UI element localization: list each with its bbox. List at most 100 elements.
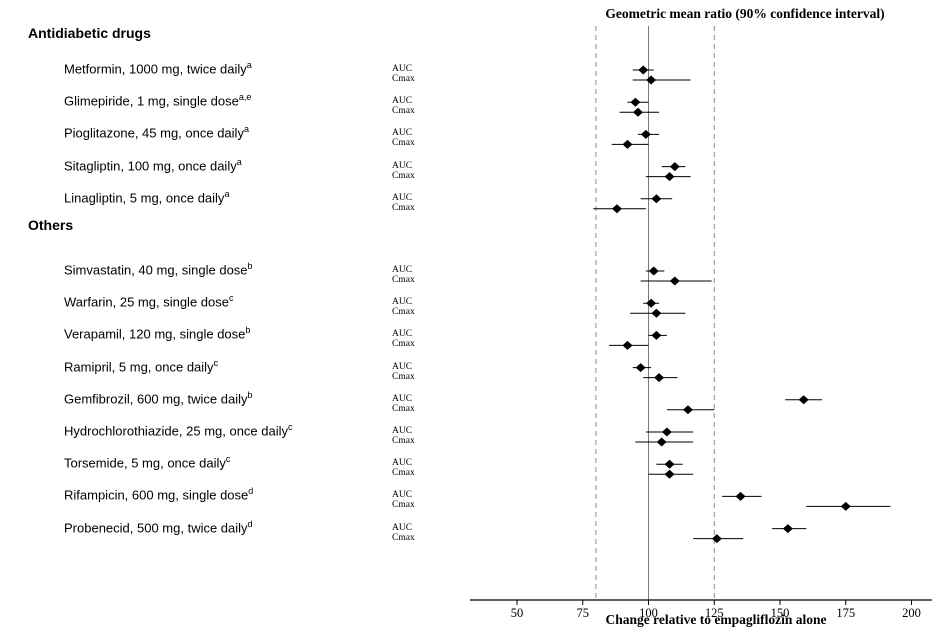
footnote-marker: a bbox=[236, 156, 242, 167]
metric-label-cmax: Cmax bbox=[392, 275, 415, 285]
metric-label-cmax: Cmax bbox=[392, 339, 415, 350]
footnote-marker: d bbox=[248, 486, 254, 497]
drug-label: Linagliptin, 5 mg, once dailya bbox=[64, 186, 229, 206]
metric-label-auc: AUC bbox=[392, 192, 413, 203]
metric-label-auc: AUC bbox=[392, 361, 413, 372]
drug-name: Glimepiride, 1 mg, single dose bbox=[64, 93, 239, 109]
drug-name: Torsemide, 5 mg, once daily bbox=[64, 455, 226, 471]
drug-label: Glimepiride, 1 mg, single dosea,e bbox=[64, 89, 251, 109]
gmr-diamond-auc bbox=[640, 129, 651, 139]
drug-label: Metformin, 1000 mg, twice dailya bbox=[64, 57, 252, 77]
drug-name: Verapamil, 120 mg, single dose bbox=[64, 326, 246, 342]
footnote-marker: a,e bbox=[238, 92, 252, 103]
gmr-diamond-auc bbox=[651, 194, 662, 204]
drug-name: Ramipril, 5 mg, once daily bbox=[64, 358, 214, 374]
gmr-diamond-auc bbox=[661, 427, 672, 437]
x-tick-label: 150 bbox=[771, 606, 790, 620]
drug-label: Hydrochlorothiazide, 25 mg, once dailyc bbox=[64, 419, 293, 439]
drug-label: Torsemide, 5 mg, once dailyc bbox=[64, 451, 230, 471]
gmr-diamond-cmax bbox=[656, 437, 667, 447]
metric-label-auc: AUC bbox=[392, 458, 413, 469]
x-tick-label: 175 bbox=[836, 606, 855, 620]
gmr-diamond-auc bbox=[648, 266, 659, 276]
drug-label: Probenecid, 500 mg, twice dailyd bbox=[64, 516, 253, 536]
drug-label: Pioglitazone, 45 mg, once dailya bbox=[64, 121, 249, 141]
drug-label: Rifampicin, 600 mg, single dosed bbox=[64, 483, 253, 503]
gmr-diamond-auc bbox=[664, 459, 675, 469]
gmr-diamond-auc bbox=[638, 65, 649, 75]
footnote-marker: c bbox=[288, 422, 293, 432]
drug-name: Warfarin, 25 mg, single dose bbox=[64, 294, 229, 310]
gmr-diamond-auc bbox=[635, 363, 646, 373]
metric-label-cmax: Cmax bbox=[392, 403, 415, 414]
footnote-marker: c bbox=[213, 357, 219, 368]
metric-label-auc: AUC bbox=[392, 329, 413, 340]
footnote-marker: b bbox=[245, 325, 251, 336]
drug-name: Probenecid, 500 mg, twice daily bbox=[64, 519, 248, 535]
gmr-diamond-cmax bbox=[611, 204, 622, 214]
metric-label-cmax: Cmax bbox=[392, 500, 415, 511]
metric-label-cmax: Cmax bbox=[392, 436, 415, 446]
gmr-diamond-cmax bbox=[669, 276, 680, 286]
drug-name: Pioglitazone, 45 mg, once daily bbox=[64, 125, 244, 141]
footnote-marker: c bbox=[225, 454, 231, 465]
metric-label-cmax: Cmax bbox=[392, 138, 415, 149]
footnote-marker: a bbox=[224, 188, 230, 199]
footnote-marker: d bbox=[247, 518, 253, 529]
drug-label: Warfarin, 25 mg, single dosec bbox=[64, 290, 233, 310]
gmr-diamond-auc bbox=[782, 524, 793, 534]
gmr-diamond-auc bbox=[651, 330, 662, 340]
metric-label-auc: AUC bbox=[392, 522, 413, 533]
drug-label: Ramipril, 5 mg, once dailyc bbox=[64, 355, 218, 375]
gmr-diamond-cmax bbox=[632, 107, 643, 117]
drug-name: Hydrochlorothiazide, 25 mg, once daily bbox=[64, 423, 289, 439]
metric-label-cmax: Cmax bbox=[392, 532, 415, 543]
gmr-diamond-cmax bbox=[646, 75, 657, 85]
drug-name: Metformin, 1000 mg, twice daily bbox=[64, 61, 247, 77]
chart-title: Geometric mean ratio (90% confidence int… bbox=[605, 6, 885, 21]
metric-label-auc: AUC bbox=[392, 426, 413, 436]
footnote-marker: a bbox=[243, 124, 249, 135]
drug-name: Rifampicin, 600 mg, single dose bbox=[64, 487, 249, 503]
drug-name: Linagliptin, 5 mg, once daily bbox=[64, 190, 225, 206]
x-tick-label: 75 bbox=[577, 606, 590, 620]
drug-name: Sitagliptin, 100 mg, once daily bbox=[64, 157, 237, 173]
metric-label-auc: AUC bbox=[392, 297, 413, 308]
gmr-diamond-cmax bbox=[622, 139, 633, 149]
gmr-diamond-cmax bbox=[664, 172, 675, 182]
x-tick-label: 125 bbox=[705, 606, 724, 620]
gmr-diamond-cmax bbox=[711, 534, 722, 544]
gmr-diamond-auc bbox=[735, 491, 746, 501]
footnote-marker: c bbox=[228, 293, 234, 304]
metric-label-cmax: Cmax bbox=[392, 307, 415, 318]
metric-label-auc: AUC bbox=[392, 160, 413, 171]
drug-label: Verapamil, 120 mg, single doseb bbox=[64, 322, 250, 342]
gmr-diamond-cmax bbox=[654, 373, 665, 383]
metric-label-cmax: Cmax bbox=[392, 74, 415, 84]
footnote-marker: b bbox=[247, 389, 253, 400]
gmr-diamond-cmax bbox=[840, 501, 851, 511]
metric-label-auc: AUC bbox=[392, 96, 413, 107]
gmr-diamond-cmax bbox=[622, 340, 633, 350]
metric-label-auc: AUC bbox=[392, 490, 413, 501]
metric-label-auc: AUC bbox=[392, 265, 413, 275]
footnote-marker: b bbox=[247, 261, 253, 271]
metric-label-auc: AUC bbox=[392, 128, 413, 139]
metric-label-cmax: Cmax bbox=[392, 468, 415, 479]
group-header: Others bbox=[28, 217, 74, 233]
footnote-marker: a bbox=[246, 60, 252, 70]
metric-label-cmax: Cmax bbox=[392, 170, 415, 181]
group-header: Antidiabetic drugs bbox=[28, 25, 151, 41]
drug-name: Gemfibrozil, 600 mg, twice daily bbox=[64, 391, 248, 407]
gmr-diamond-auc bbox=[798, 395, 809, 405]
drug-label: Simvastatin, 40 mg, single doseb bbox=[64, 258, 253, 278]
drug-name: Simvastatin, 40 mg, single dose bbox=[64, 262, 248, 278]
metric-label-cmax: Cmax bbox=[392, 371, 415, 382]
metric-label-auc: AUC bbox=[392, 64, 413, 74]
drug-label: Sitagliptin, 100 mg, once dailya bbox=[64, 154, 242, 174]
x-tick-label: 100 bbox=[639, 606, 658, 620]
gmr-diamond-auc bbox=[630, 97, 641, 107]
gmr-diamond-cmax bbox=[664, 469, 675, 479]
